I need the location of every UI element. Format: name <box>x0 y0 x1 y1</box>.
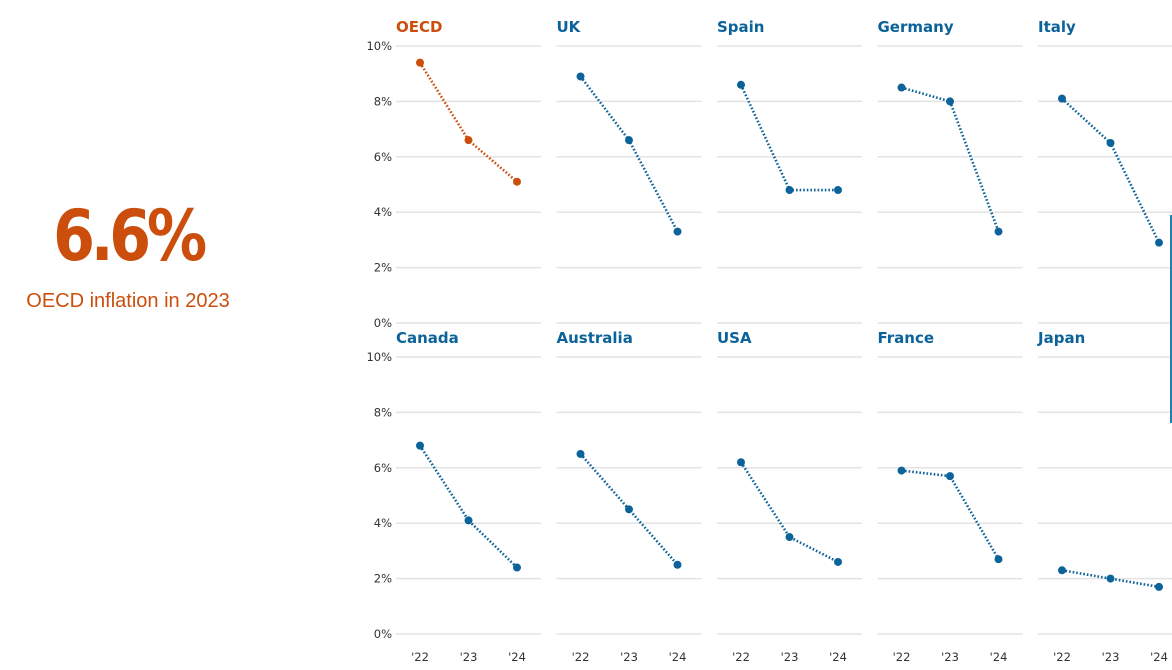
data-point <box>464 136 473 145</box>
x-tick-label: '22 <box>1053 650 1071 664</box>
panel-title: Italy <box>1038 18 1076 36</box>
data-point <box>785 186 794 195</box>
data-point <box>994 555 1003 564</box>
y-tick-label: 6% <box>374 461 392 475</box>
y-tick-label: 0% <box>374 627 392 641</box>
x-tick-label: '23 <box>620 650 638 664</box>
series-line <box>739 461 839 564</box>
data-point <box>464 516 473 525</box>
panel-title: Germany <box>878 18 954 36</box>
panel-title: UK <box>557 18 582 36</box>
data-point <box>1058 94 1066 103</box>
series-line <box>1061 97 1161 244</box>
x-tick-label: '24 <box>990 650 1008 664</box>
series-line <box>418 61 518 183</box>
data-point <box>1155 582 1163 591</box>
data-point <box>1058 566 1066 575</box>
data-point <box>897 83 906 92</box>
data-point <box>1106 138 1115 147</box>
data-point <box>673 560 682 569</box>
x-tick-label: '24 <box>669 650 687 664</box>
x-tick-label: '22 <box>732 650 750 664</box>
y-tick-label: 8% <box>374 405 392 419</box>
y-tick-label: 10% <box>366 39 392 53</box>
x-tick-label: '22 <box>893 650 911 664</box>
y-tick-label: 6% <box>374 150 392 164</box>
series-line <box>579 453 679 566</box>
panel-title: France <box>878 329 935 347</box>
x-tick-label: '23 <box>941 650 959 664</box>
data-point <box>834 186 842 195</box>
x-tick-label: '24 <box>1150 650 1168 664</box>
data-point <box>513 563 521 572</box>
data-point <box>834 557 842 566</box>
data-point <box>625 136 633 145</box>
data-point <box>1106 574 1115 583</box>
y-tick-label: 0% <box>374 316 392 330</box>
data-point <box>737 80 745 89</box>
panel-title: Spain <box>717 18 764 36</box>
series-line <box>739 84 838 192</box>
panel-title: Canada <box>396 329 459 347</box>
x-tick-label: '23 <box>460 650 478 664</box>
data-point <box>994 227 1003 236</box>
y-tick-label: 2% <box>374 572 392 586</box>
y-tick-label: 4% <box>374 516 392 530</box>
kpi-value: 6.6% <box>53 195 207 277</box>
data-point <box>1155 238 1163 247</box>
x-tick-label: '22 <box>572 650 590 664</box>
y-tick-label: 2% <box>374 261 392 275</box>
panel-title: Japan <box>1037 329 1085 347</box>
x-tick-label: '22 <box>411 650 429 664</box>
data-point <box>625 505 633 514</box>
panel-title: Australia <box>557 329 633 347</box>
data-point <box>416 441 424 450</box>
series-line <box>579 75 679 233</box>
x-tick-label: '24 <box>829 650 847 664</box>
data-point <box>946 472 954 481</box>
series-line <box>901 86 1000 233</box>
data-point <box>576 449 585 458</box>
kpi-panel: 6.6% OECD inflation in 2023 <box>0 190 256 313</box>
panel-title: OECD <box>396 18 442 36</box>
data-point <box>897 466 906 475</box>
y-tick-label: 8% <box>374 94 392 108</box>
data-point <box>785 533 794 542</box>
data-point <box>946 97 954 106</box>
x-tick-label: '23 <box>1102 650 1120 664</box>
scroll-indicator[interactable] <box>1170 215 1172 423</box>
data-point <box>737 458 745 467</box>
panel-title: USA <box>717 329 752 347</box>
series-line <box>901 469 1000 560</box>
y-tick-label: 10% <box>366 350 392 364</box>
x-tick-label: '23 <box>781 650 799 664</box>
data-point <box>416 58 424 67</box>
x-tick-label: '24 <box>508 650 526 664</box>
y-tick-label: 4% <box>374 205 392 219</box>
kpi-caption: OECD inflation in 2023 <box>26 290 230 312</box>
series-line <box>418 444 518 569</box>
data-point <box>576 72 585 81</box>
data-point <box>673 227 682 236</box>
data-point <box>513 177 521 186</box>
